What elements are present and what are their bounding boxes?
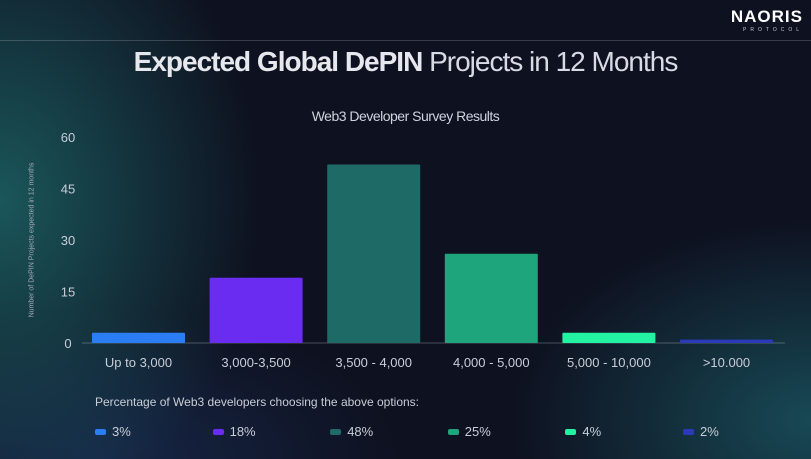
legend-label: 3%	[112, 424, 131, 439]
legend-item: 4%	[565, 424, 601, 439]
bar	[327, 164, 421, 343]
legend-label: 25%	[464, 424, 491, 439]
chart-title: Expected Global DePIN Projects in 12 Mon…	[133, 46, 679, 77]
y-tick-label: 45	[61, 182, 75, 197]
y-tick-label: 60	[61, 130, 75, 145]
legend-swatch	[683, 428, 694, 435]
x-tick-label: 5,000 - 10,000	[567, 355, 651, 370]
legend-swatch	[95, 428, 106, 435]
legend-swatch	[330, 428, 342, 435]
y-tick-label: 30	[61, 233, 75, 248]
legend-item: 18%	[212, 424, 256, 439]
legend-label: 18%	[229, 424, 256, 439]
legend-label: 4%	[582, 424, 602, 439]
chart-subtitle: Web3 Developer Survey Results	[311, 108, 500, 124]
y-tick-label: 0	[64, 336, 71, 351]
legend-item: 48%	[330, 424, 373, 439]
bar	[444, 253, 538, 343]
bar	[562, 332, 656, 343]
legend-title: Percentage of Web3 developers choosing t…	[95, 395, 419, 409]
legend-swatch	[447, 428, 459, 435]
legend-item: 2%	[683, 424, 719, 439]
bar	[680, 339, 773, 343]
x-tick-label: >10.000	[703, 355, 750, 370]
bar	[92, 332, 185, 343]
y-tick-label: 15	[61, 285, 75, 300]
naoris-logo: NAORIS PROTOCOL	[730, 7, 803, 33]
x-tick-label: 3,500 - 4,000	[335, 355, 412, 370]
x-tick-label: 4,000 - 5,000	[453, 355, 530, 370]
header-divider	[0, 40, 811, 41]
legend-item: 3%	[95, 424, 131, 439]
bar	[209, 277, 303, 343]
x-tick-label: 3,000-3,500	[221, 355, 290, 370]
legend-swatch	[565, 428, 577, 435]
legend-item: 25%	[447, 424, 491, 439]
legend-label: 48%	[347, 424, 374, 439]
legend-label: 2%	[700, 424, 719, 439]
x-tick-label: Up to 3,000	[105, 355, 172, 370]
legend-swatch	[212, 428, 224, 435]
